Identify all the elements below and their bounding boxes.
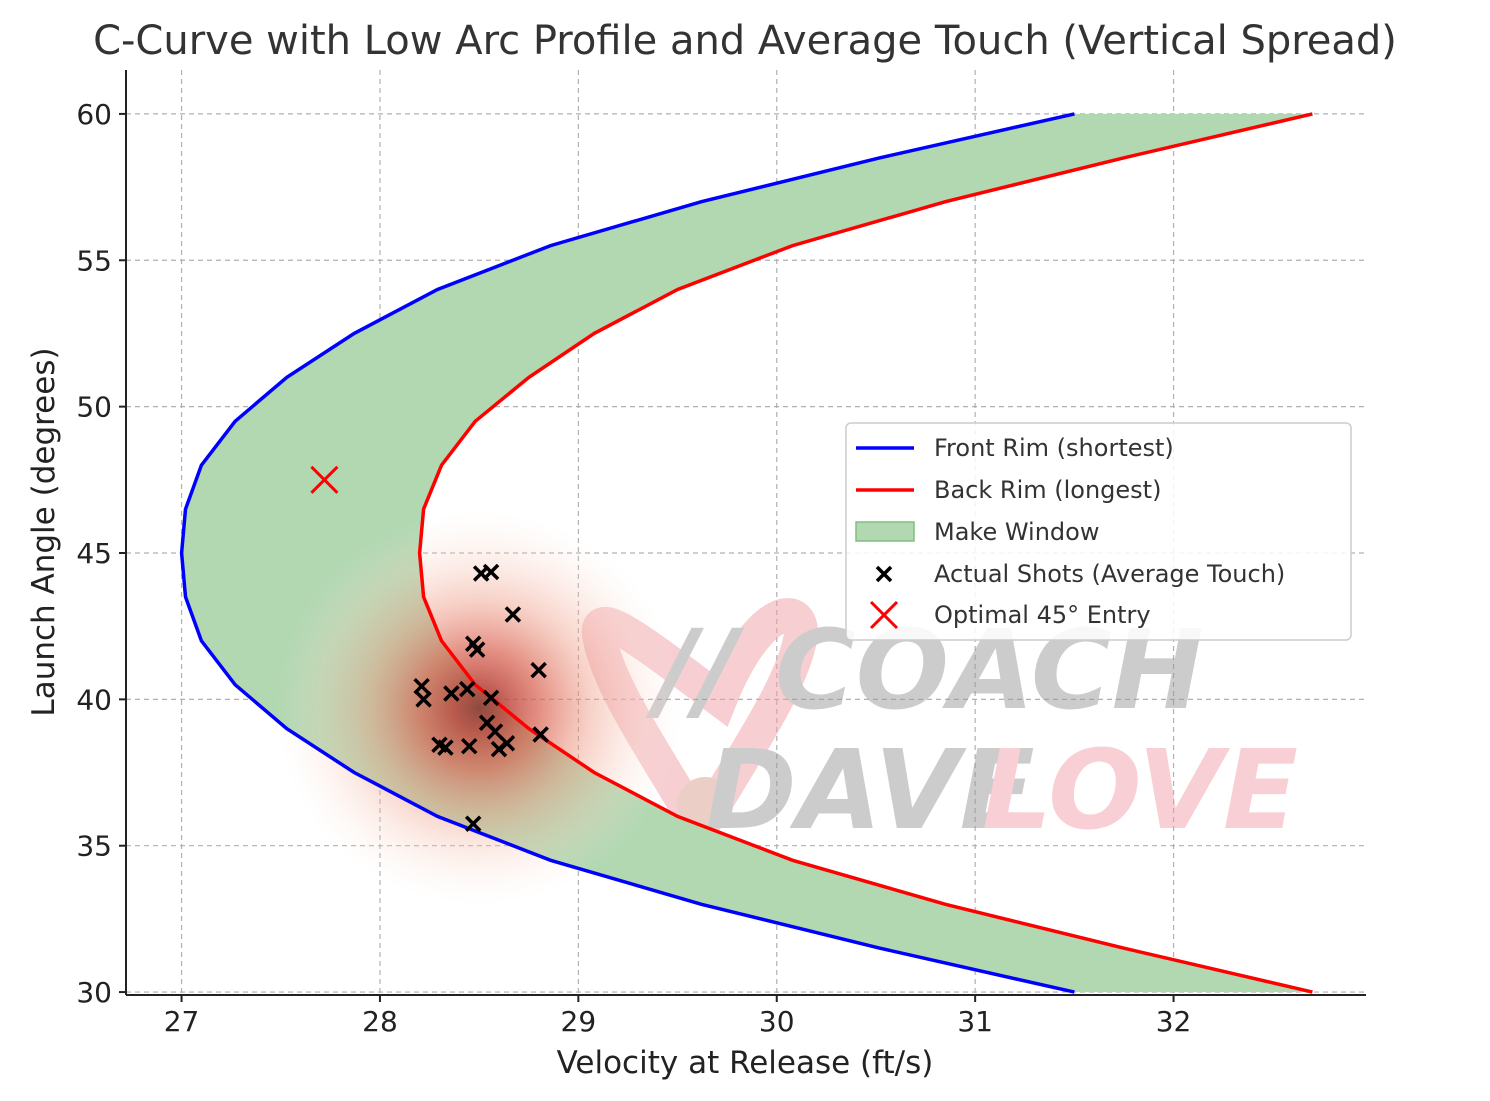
- optimal-entry: [310, 465, 339, 494]
- x-tick-label: 30: [759, 1005, 795, 1038]
- axes: [125, 70, 1366, 996]
- legend-back-rim-label: Back Rim (longest): [934, 476, 1161, 504]
- y-tick-label: 60: [76, 98, 112, 131]
- legend-optimal-marker: [869, 600, 899, 630]
- legend-shots-marker: [875, 565, 893, 583]
- y-tick-label: 50: [76, 391, 112, 424]
- front-rim-line: [179, 112, 1075, 994]
- shot-marker: [413, 677, 430, 695]
- legend-make-window-label: Make Window: [934, 518, 1099, 546]
- legend: Front Rim (shortest) Back Rim (longest) …: [845, 422, 1352, 641]
- legend-shots-label: Actual Shots (Average Touch): [934, 560, 1285, 588]
- shot-marker: [482, 563, 500, 581]
- x-axis-label: Velocity at Release (ft/s): [557, 1045, 934, 1081]
- legend-optimal-label: Optimal 45° Entry: [934, 601, 1151, 629]
- basketball-logo: [677, 777, 733, 833]
- x-ticks: 27 28 29 30 31 32: [164, 995, 1192, 1038]
- legend-make-window-swatch: [855, 521, 915, 542]
- legend-front-rim-label: Front Rim (shortest): [934, 434, 1174, 462]
- chart-title: C-Curve with Low Arc Profile and Average…: [93, 18, 1397, 64]
- watermark-dave: DAVE: [705, 726, 1034, 854]
- watermark-love: LOVE: [982, 726, 1298, 854]
- shot-marker: [468, 641, 486, 658]
- legend-box: [845, 422, 1352, 641]
- shot-marker: [415, 691, 432, 708]
- actual-shots: [413, 563, 549, 832]
- shot-marker: [504, 606, 522, 623]
- shot-marker: [437, 739, 454, 756]
- y-tick-label: 40: [76, 683, 112, 716]
- shot-marker: [532, 726, 549, 743]
- y-tick-label: 55: [76, 244, 112, 277]
- x-tick-label: 29: [561, 1005, 597, 1038]
- x-tick-label: 28: [362, 1005, 398, 1038]
- shot-marker: [498, 735, 516, 752]
- x-tick-label: 31: [957, 1005, 993, 1038]
- optimal-marker: [310, 465, 339, 494]
- plot-area: [179, 112, 1313, 994]
- y-tick-label: 45: [76, 537, 112, 570]
- x-tick-label: 32: [1156, 1005, 1192, 1038]
- shot-marker: [486, 723, 504, 740]
- y-ticks: 30 35 40 45 50 55 60: [76, 98, 126, 1009]
- y-tick-label: 30: [76, 976, 112, 1009]
- shot-marker: [443, 685, 460, 702]
- shot-density: [276, 511, 682, 905]
- back-rim-line: [417, 112, 1313, 994]
- shot-marker: [530, 661, 547, 679]
- y-axis-label: Launch Angle (degrees): [26, 347, 62, 716]
- watermark: // COACH DAVE LOVE: [581, 598, 1298, 865]
- shot-marker: [482, 689, 500, 707]
- shot-marker: [459, 680, 476, 698]
- x-tick-label: 27: [164, 1005, 200, 1038]
- shot-marker: [460, 737, 478, 755]
- shot-marker: [464, 815, 482, 832]
- y-tick-label: 35: [76, 830, 112, 863]
